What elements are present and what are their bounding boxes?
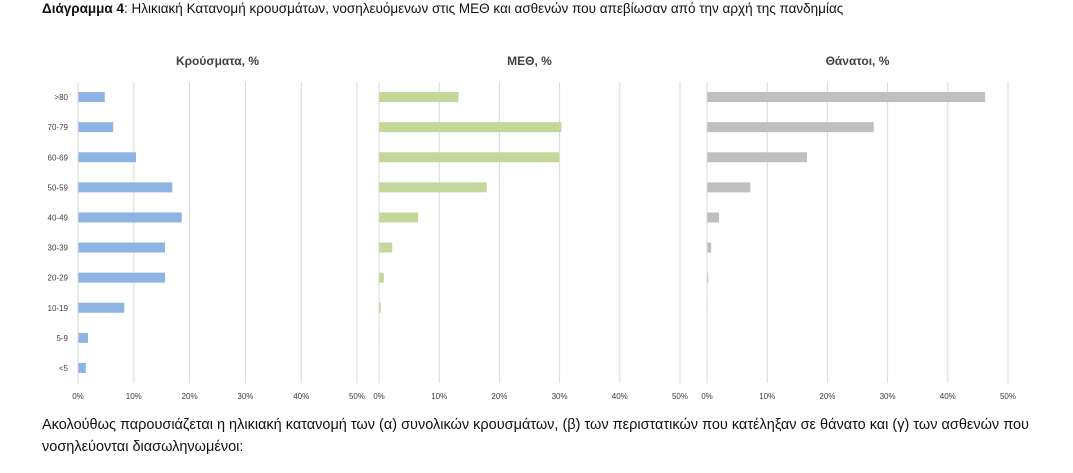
chart-title: Θάνατοι, % [826, 54, 890, 68]
bar [707, 272, 709, 283]
bar [707, 212, 720, 223]
x-tick-label: 20% [182, 392, 198, 401]
x-tick-label: 30% [237, 392, 253, 401]
chart-panel-3: 0% 10% 20% 30% 40% 50% Θάνατοι, % [701, 54, 1016, 401]
category-label: <5 [59, 364, 69, 373]
bar [707, 152, 807, 163]
x-tick-label: 40% [612, 392, 628, 401]
bar [707, 242, 712, 253]
x-tick-label: 0% [701, 392, 713, 401]
category-label: 5-9 [56, 334, 68, 343]
bar [379, 272, 384, 283]
bar [78, 332, 89, 343]
bar [379, 302, 381, 313]
x-tick-label: 50% [349, 392, 365, 401]
x-tick-label: 0% [72, 392, 84, 401]
bar [78, 212, 182, 223]
body-paragraph: Ακολούθως παρουσιάζεται η ηλικιακή καταν… [42, 417, 1029, 455]
figure-label: Διάγραμμα 4 [42, 1, 124, 16]
bar [78, 92, 105, 103]
x-tick-label: 40% [293, 392, 309, 401]
category-label: 50-59 [48, 183, 69, 192]
x-tick-label: 0% [373, 392, 385, 401]
bar [379, 212, 419, 223]
figure-heading: Διάγραμμα 4: Ηλικιακή Κατανομή κρουσμάτω… [42, 0, 1062, 18]
bar [78, 152, 137, 163]
category-label: 30-39 [48, 244, 69, 253]
x-tick-label: 10% [126, 392, 142, 401]
bar [379, 122, 562, 133]
chart-panel-2: 0% 10% 20% 30% 40% 50% ΜΕΘ, % [373, 54, 688, 401]
x-tick-label: 10% [431, 392, 447, 401]
x-tick-label: 50% [1000, 392, 1016, 401]
category-label: 20-29 [48, 274, 69, 283]
chart-title: ΜΕΘ, % [507, 54, 552, 68]
bar [707, 182, 751, 193]
bar [379, 152, 559, 163]
bar [78, 362, 86, 373]
bar [78, 242, 166, 253]
bar [78, 302, 125, 313]
x-tick-label: 20% [819, 392, 835, 401]
chart-title: Κρούσματα, % [176, 54, 259, 68]
bar [379, 92, 459, 103]
x-tick-label: 20% [491, 392, 507, 401]
x-tick-label: 50% [672, 392, 688, 401]
x-tick-label: 10% [759, 392, 775, 401]
category-label: 70-79 [48, 123, 69, 132]
bar [379, 242, 393, 253]
bar [78, 122, 114, 133]
category-label: 60-69 [48, 153, 69, 162]
bar [707, 92, 986, 103]
category-label: >80 [54, 93, 68, 102]
figure-caption: : Ηλικιακή Κατανομή κρουσμάτων, νοσηλευό… [124, 1, 844, 16]
x-tick-label: 30% [880, 392, 896, 401]
category-label: 10-19 [48, 304, 69, 313]
bar [707, 122, 874, 133]
bar [379, 182, 487, 193]
bar [78, 182, 173, 193]
x-tick-label: 30% [552, 392, 568, 401]
x-tick-label: 40% [940, 392, 956, 401]
chart-panel-1: 0% 10% 20% 30% 40% 50% Κρούσματα, % >80 70-79 60-… [48, 54, 365, 401]
category-label: 40-49 [48, 213, 69, 222]
charts-canvas: 0% 10% 20% 30% 40% 50% Κρούσματα, % >80 70-79 60-… [48, 54, 1016, 401]
bar [78, 272, 166, 283]
